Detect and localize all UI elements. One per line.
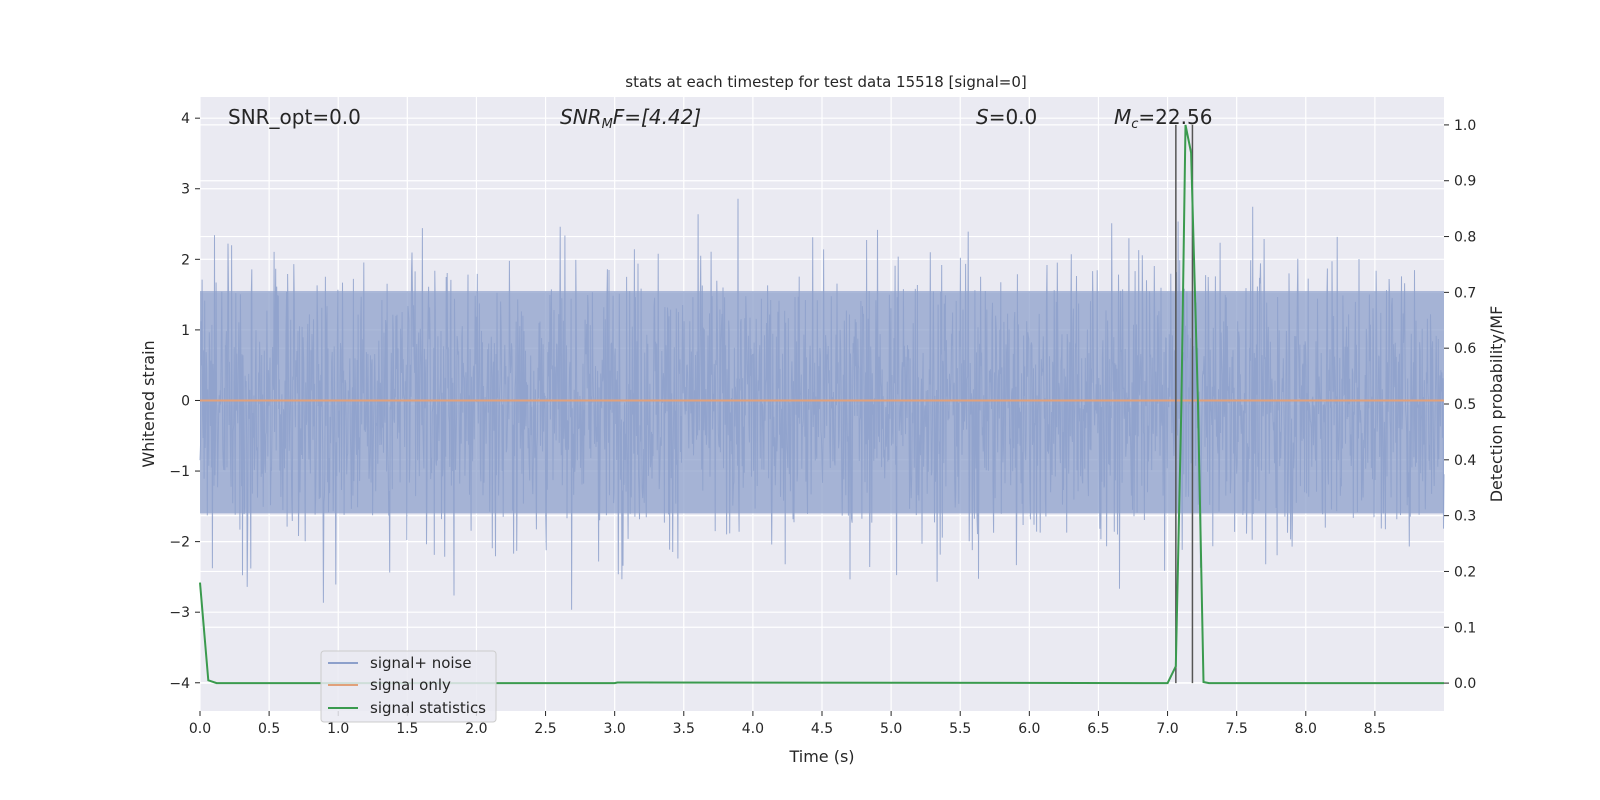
x-tick-label: 2.0: [465, 721, 487, 737]
y2-tick-label: 0.8: [1454, 230, 1476, 246]
x-tick-label: 7.5: [1226, 721, 1248, 737]
y-tick-label: −2: [169, 535, 190, 551]
y2-axis-ticks: 0.0 0.1 0.2 0.3 0.4 0.5 0.6 0.7 0.8 0.9 1.0: [1444, 118, 1476, 692]
x-tick-label: 1.0: [327, 721, 349, 737]
y-tick-label: −4: [169, 676, 190, 692]
y2-tick-label: 0.7: [1454, 285, 1476, 301]
legend-label-noise: signal+ noise: [370, 654, 472, 672]
x-tick-label: 0.5: [258, 721, 280, 737]
x-tick-label: 4.5: [811, 721, 833, 737]
x-tick-label: 6.0: [1018, 721, 1040, 737]
x-tick-label: 7.0: [1156, 721, 1178, 737]
x-tick-label: 4.0: [742, 721, 764, 737]
noise-band: [200, 291, 1444, 514]
signal-statistics-line: [199, 124, 1444, 685]
y-axis-label: Whitened strain: [139, 340, 158, 467]
x-tick-label: 3.5: [673, 721, 695, 737]
annotation-s: S=0.0: [976, 105, 1037, 129]
y2-tick-label: 0.0: [1454, 676, 1476, 692]
y2-tick-label: 0.3: [1454, 509, 1476, 525]
x-tick-label: 2.5: [534, 721, 556, 737]
series-signal-noise: [199, 198, 1445, 610]
y-tick-label: 3: [181, 182, 190, 198]
y2-tick-label: 0.5: [1454, 397, 1476, 413]
legend: signal+ noise signal only signal statist…: [320, 650, 497, 723]
y-tick-label: −1: [169, 464, 190, 480]
annotation-snr-mf: SNRMF=[4.42]: [560, 105, 701, 132]
y-tick-label: 1: [181, 323, 190, 339]
legend-label-stats: signal statistics: [370, 699, 486, 717]
x-tick-label: 6.5: [1087, 721, 1109, 737]
x-tick-label: 8.0: [1295, 721, 1317, 737]
y-tick-label: 4: [181, 111, 190, 127]
annotation-snr-opt: SNR_opt=0.0: [228, 105, 361, 129]
y2-tick-label: 0.4: [1454, 453, 1476, 469]
chart-title: stats at each timestep for test data 155…: [625, 73, 1026, 91]
y-axis-ticks: −4 −3 −2 −1 0 1 2 3 4: [169, 111, 200, 692]
y-tick-label: 2: [181, 252, 190, 268]
y2-axis-label: Detection probability/MF: [1487, 306, 1506, 503]
y2-tick-label: 0.1: [1454, 620, 1476, 636]
y-tick-label: −3: [169, 605, 190, 621]
y-tick-label: 0: [181, 393, 190, 409]
x-axis-label: Time (s): [788, 747, 854, 766]
y2-tick-label: 0.2: [1454, 564, 1476, 580]
legend-box: [320, 650, 497, 723]
x-axis-ticks: 0.0 0.5 1.0 1.5 2.0 2.5 3.0 3.5 4.0 4.5 5.0 5.5 6.0 6…: [189, 711, 1386, 737]
x-tick-label: 5.5: [949, 721, 971, 737]
annotation-mc: Mc=22.56: [1114, 105, 1212, 132]
x-tick-label: 1.5: [396, 721, 418, 737]
x-tick-label: 8.5: [1364, 721, 1386, 737]
series-signal-statistics: [199, 124, 1444, 685]
x-tick-label: 3.0: [604, 721, 626, 737]
legend-label-signal-only: signal only: [370, 676, 451, 694]
y2-tick-label: 1.0: [1454, 118, 1476, 134]
x-tick-label: 5.0: [880, 721, 902, 737]
y2-tick-label: 0.9: [1454, 174, 1476, 190]
y2-tick-label: 0.6: [1454, 341, 1476, 357]
x-tick-label: 0.0: [189, 721, 211, 737]
